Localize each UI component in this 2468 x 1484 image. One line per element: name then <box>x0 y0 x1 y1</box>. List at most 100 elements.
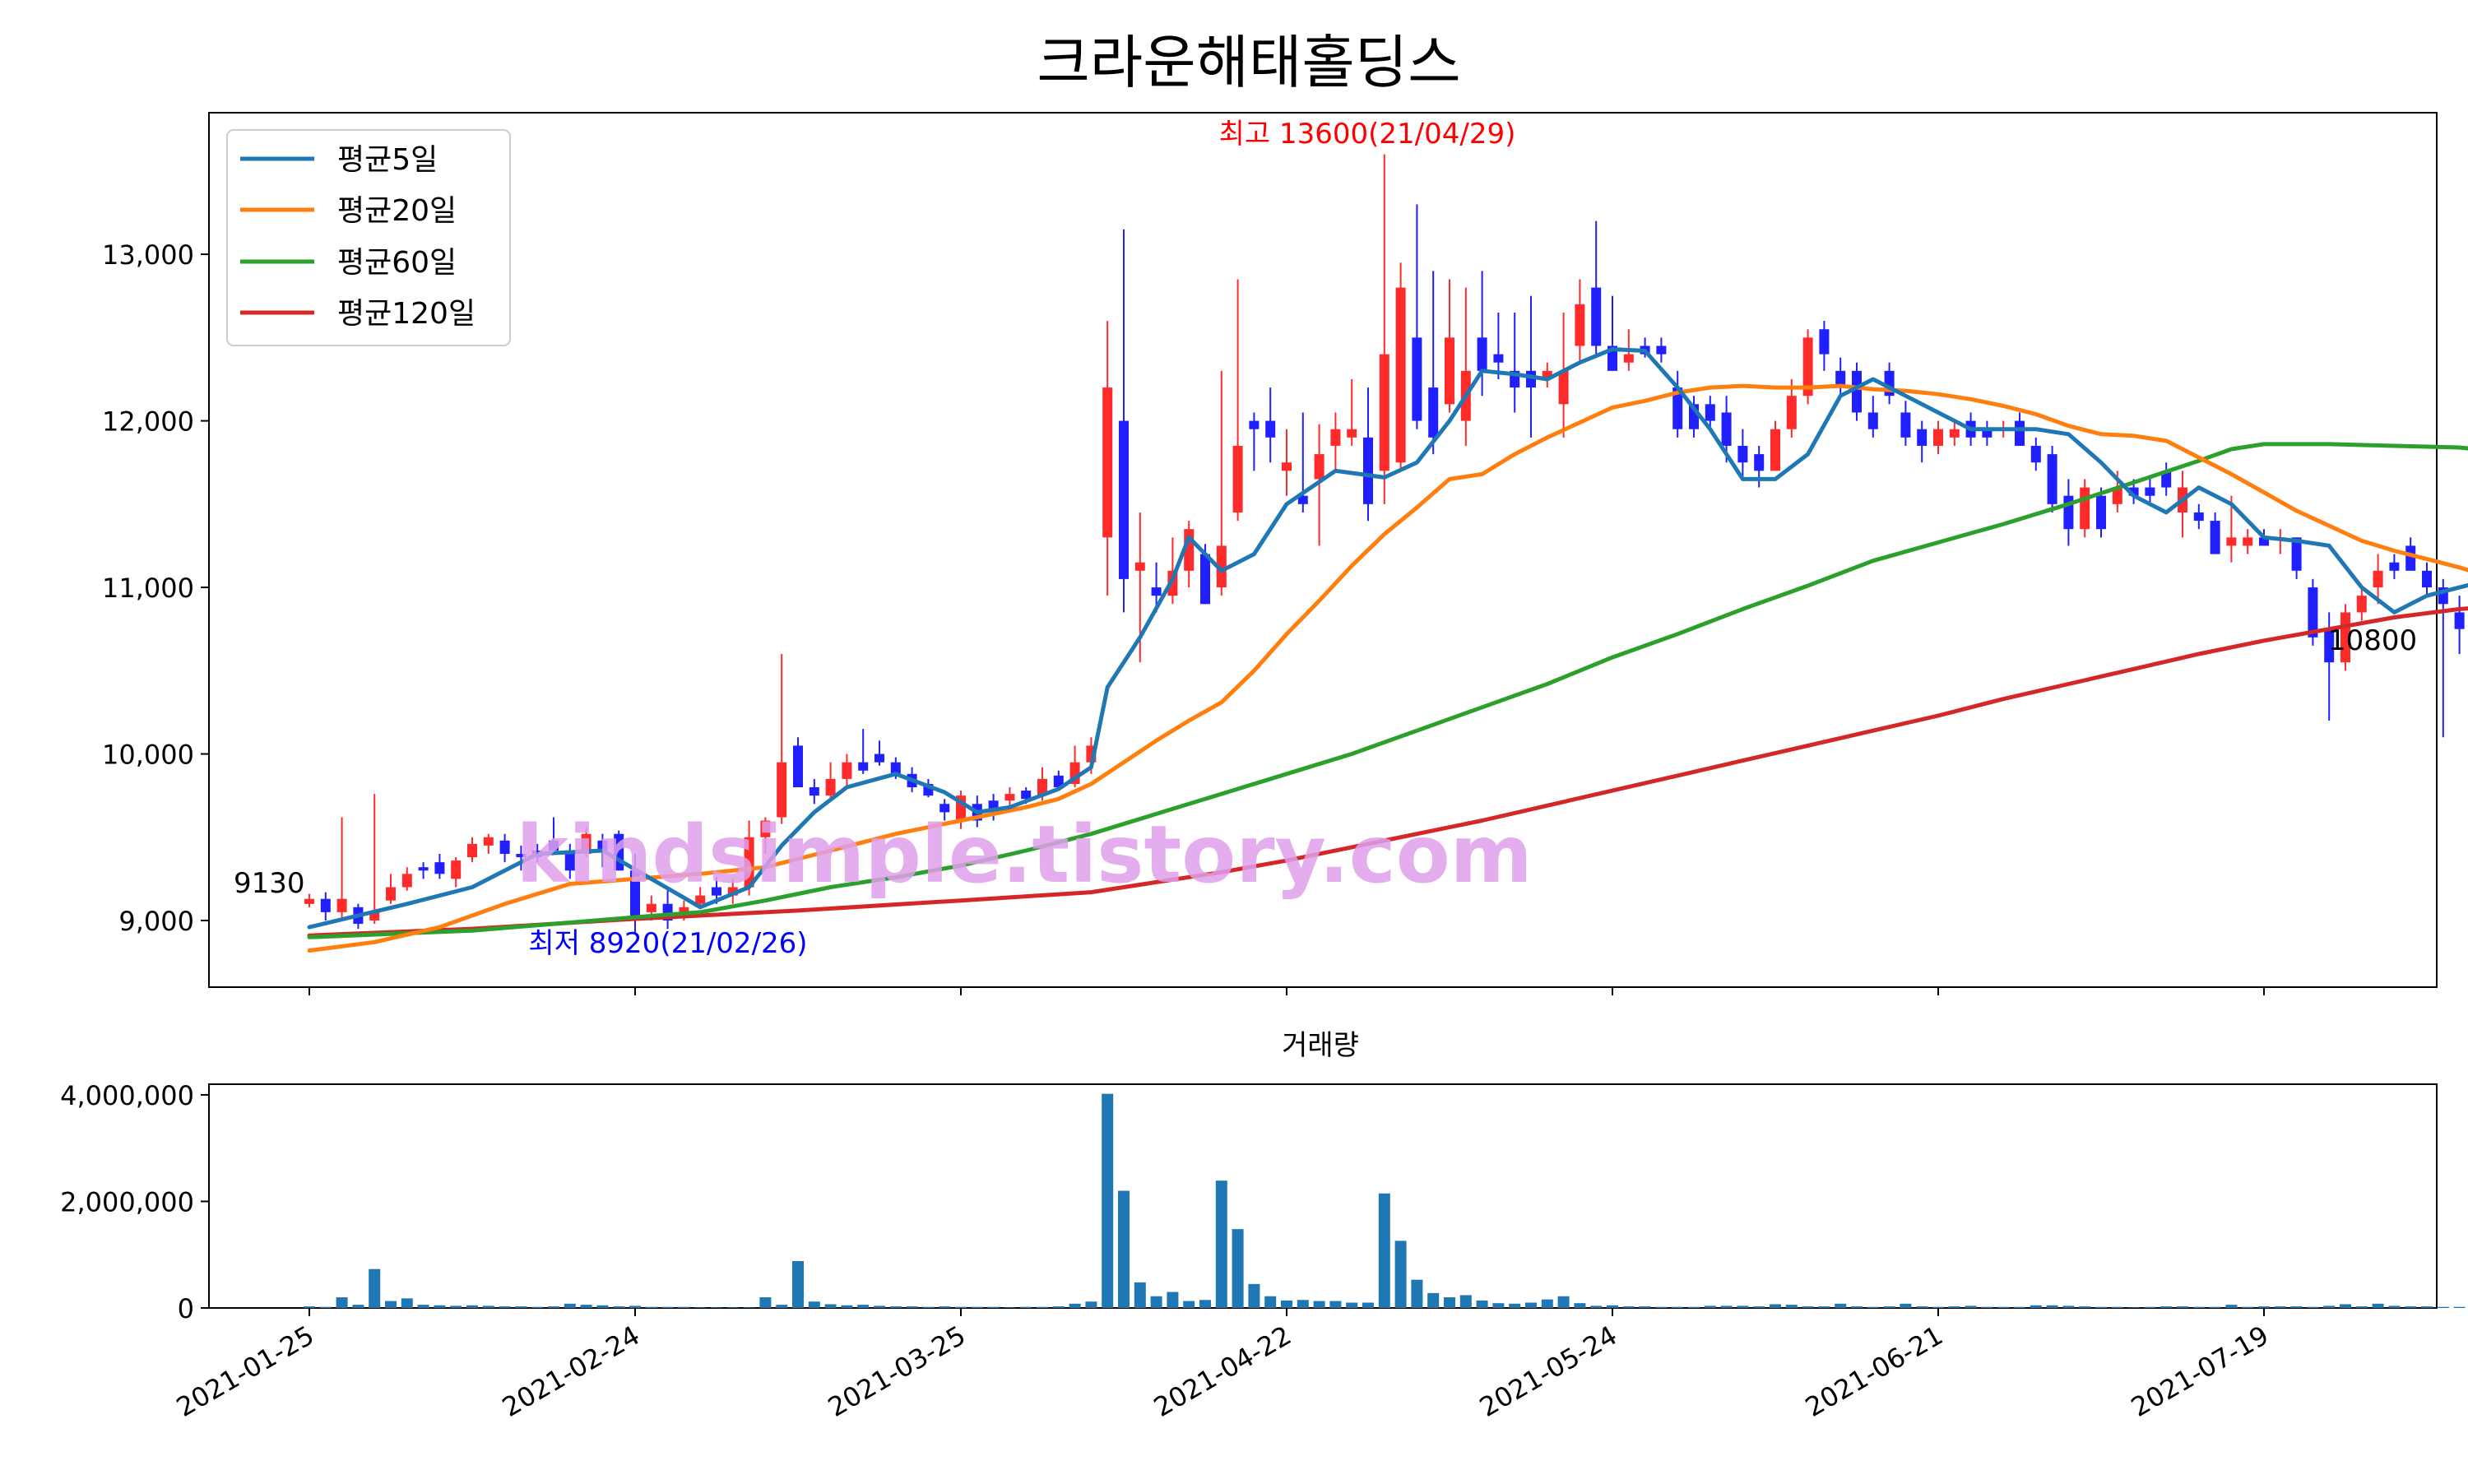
candle-body <box>1591 287 1602 346</box>
volume-bar <box>1183 1301 1195 1308</box>
volume-bar <box>759 1297 772 1308</box>
legend-label-ma5: 평균5일 <box>337 143 438 177</box>
volume-bar <box>1004 1307 1016 1308</box>
volume-bar <box>596 1305 609 1308</box>
volume-bar <box>1753 1306 1765 1308</box>
candle-body <box>2454 612 2465 629</box>
volume-bar <box>548 1306 559 1308</box>
start-price-label: 9130 <box>234 867 305 900</box>
volume-bar <box>939 1306 951 1308</box>
legend-box <box>226 129 511 346</box>
candle-body <box>1917 429 1928 446</box>
volume-bar <box>1052 1306 1065 1308</box>
price-y-tick-label: 13,000 <box>102 239 194 271</box>
volume-bar <box>1622 1306 1635 1308</box>
volume-bar <box>2160 1306 2173 1308</box>
candle-body <box>1119 420 1129 579</box>
volume-bar <box>1672 1306 1684 1308</box>
volume-bar <box>304 1306 315 1308</box>
volume-bar <box>564 1303 576 1308</box>
candle-body <box>1493 354 1504 363</box>
candle-body <box>2389 562 2400 571</box>
volume-bar <box>922 1306 935 1308</box>
candle-body <box>499 840 510 855</box>
candle-body <box>1330 429 1341 446</box>
volume-bar <box>2177 1306 2188 1308</box>
volume-bar <box>1444 1297 1455 1308</box>
legend-label-ma120: 평균120일 <box>337 297 476 331</box>
volume-bar <box>2453 1306 2466 1308</box>
candle-body <box>858 762 869 771</box>
candle-body <box>2112 487 2122 504</box>
volume-bar <box>2307 1306 2319 1308</box>
candle-body <box>564 850 575 871</box>
volume-bar <box>1248 1283 1260 1308</box>
volume-bar <box>482 1305 494 1308</box>
volume-bar <box>1557 1296 1570 1308</box>
chart-title: 크라운해태홀딩스 <box>1037 29 1460 96</box>
volume-bar <box>1378 1193 1390 1308</box>
volume-bar <box>1427 1292 1440 1308</box>
volume-bar <box>2225 1305 2238 1308</box>
volume-bar <box>1883 1306 1895 1308</box>
volume-bar <box>857 1305 870 1308</box>
candle-body <box>1445 337 1454 405</box>
candle-body <box>2161 471 2172 488</box>
candle-body <box>1705 404 1715 421</box>
candle-body <box>2063 495 2074 530</box>
candle-body <box>434 862 445 874</box>
candle-body <box>809 787 819 796</box>
volume-bar <box>1411 1279 1423 1308</box>
high-annotation: 최고 13600(21/04/29) <box>1219 118 1516 151</box>
ma20-line <box>307 383 2468 953</box>
candle-body <box>2405 545 2416 571</box>
volume-bars <box>304 1093 2466 1308</box>
candle-body <box>1575 304 1585 346</box>
volume-bar <box>2046 1305 2058 1308</box>
volume-bar <box>2111 1306 2123 1308</box>
candle-body <box>1412 337 1422 421</box>
volume-bar <box>1574 1303 1586 1308</box>
candle-body <box>1102 387 1113 538</box>
volume-bar <box>466 1305 478 1308</box>
candle-body <box>336 898 347 912</box>
candle-body <box>777 762 787 818</box>
candle-body <box>2308 587 2318 638</box>
candle-body <box>1672 387 1683 429</box>
candle-body <box>1933 429 1943 446</box>
candle-body <box>630 870 640 921</box>
candle-body <box>2324 628 2335 663</box>
volume-bar <box>711 1307 722 1308</box>
volume-bar <box>2192 1306 2205 1308</box>
candle-body <box>727 887 738 896</box>
candle-body <box>467 843 477 858</box>
candle-body <box>2373 570 2383 588</box>
candle-body <box>2291 537 2302 571</box>
candle-body <box>1786 396 1797 429</box>
candle-body <box>1021 791 1032 800</box>
candle-body <box>1216 545 1227 588</box>
volume-title: 거래량 <box>1282 1029 1359 1062</box>
candle-body <box>760 820 771 837</box>
volume-y-tick-label: 4,000,000 <box>60 1080 194 1111</box>
volume-bar <box>352 1305 364 1308</box>
volume-bar <box>2095 1306 2107 1308</box>
price-y-tick-label: 10,000 <box>102 740 194 771</box>
candle-body <box>581 833 591 855</box>
volume-bar <box>385 1301 397 1308</box>
candle-body <box>1900 412 1911 438</box>
candle-body <box>369 911 380 921</box>
volume-bar <box>613 1306 625 1308</box>
volume-bar <box>1394 1241 1407 1308</box>
volume-bar <box>401 1298 413 1308</box>
volume-bar <box>1297 1300 1309 1308</box>
volume-bar <box>1541 1299 1553 1308</box>
volume-bar <box>2437 1306 2449 1308</box>
candle-body <box>516 854 527 858</box>
volume-bar <box>1802 1306 1814 1308</box>
candle-body <box>1819 329 1830 355</box>
volume-bar <box>1835 1303 1847 1308</box>
volume-bar <box>1215 1180 1227 1308</box>
